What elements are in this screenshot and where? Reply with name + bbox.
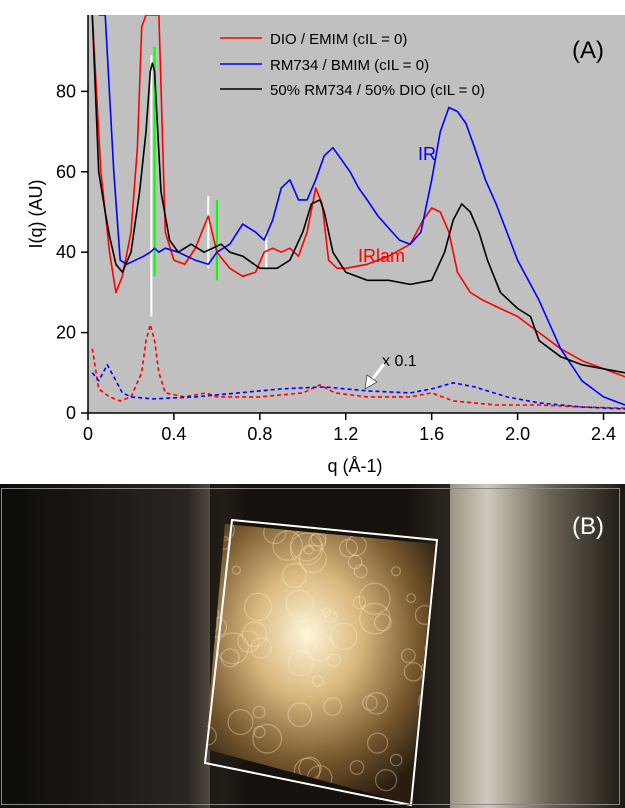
x-tick-label-1: 0.4 (161, 424, 186, 444)
legend-label-dio: DIO / EMIM (cIL = 0) (270, 31, 407, 48)
texture-blob (311, 675, 324, 688)
series-line-2 (91, 15, 625, 374)
panel-label-b: (B) (572, 513, 604, 540)
annotation-arrow (364, 363, 386, 390)
y-tick-label-3: 60 (56, 162, 76, 182)
texture-blob (327, 653, 341, 668)
texture-blob (287, 702, 313, 728)
texture-blob (353, 564, 368, 579)
x-tick-label-2: 0.8 (247, 424, 272, 444)
texture-blob (300, 639, 317, 655)
texture-blob (362, 695, 378, 711)
panel-label-a: (A) (572, 37, 604, 64)
texture-blob (308, 533, 327, 551)
axes (87, 15, 625, 414)
texture-blob (375, 769, 398, 792)
x-tick-label-5: 2.0 (505, 424, 530, 444)
texture-blob (349, 760, 365, 775)
y-tick-label-4: 80 (56, 81, 76, 101)
sample-outline (203, 518, 439, 807)
texture-blob (263, 524, 287, 545)
texture-blob (241, 621, 268, 647)
texture-blob (323, 697, 342, 716)
texture-blob (389, 753, 403, 767)
texture-blob (282, 562, 308, 588)
x-tick-label-3: 1.2 (333, 424, 358, 444)
texture-blob (243, 592, 273, 622)
texture-blob (365, 692, 389, 715)
texture-blob (367, 732, 389, 754)
x-tick-label-0: 0 (83, 424, 93, 444)
texture-blob (252, 723, 283, 754)
texture-blob (359, 602, 391, 635)
y-tick-label-0: 0 (66, 403, 76, 423)
texture-blob (253, 725, 266, 739)
texture-blob (272, 530, 303, 561)
series-line-4 (91, 363, 625, 410)
texture-blob (220, 648, 240, 668)
legend: DIO / EMIM (cIL = 0) RM734 / BMIM (cIL =… (220, 31, 485, 99)
texture-blob (400, 648, 416, 664)
microscope-image: (B) (0, 484, 625, 808)
y-tick-label-1: 20 (56, 323, 76, 343)
texture-blob (290, 532, 324, 566)
texture-blob (330, 622, 358, 651)
texture-blob (298, 544, 327, 574)
series-layer (91, 15, 625, 410)
x-tick-label-4: 1.6 (419, 424, 444, 444)
texture-blob (358, 582, 391, 615)
plot-background (88, 15, 625, 413)
chart-panel-a: 0 0.4 0.8 1.2 1.6 2.0 2.4 0 20 40 60 80 (A) DIO / … (26, 15, 625, 476)
texture-blob (403, 662, 424, 682)
annotation-irlam: IRlam (358, 246, 405, 266)
annotation-ir: IR (418, 144, 436, 164)
texture-blob (237, 630, 260, 653)
texture-blob (321, 607, 332, 618)
texture-blob (352, 595, 367, 610)
texture-blob (339, 538, 358, 558)
series-line-1 (98, 15, 625, 406)
texture-blob (295, 618, 318, 641)
x-ticks: 0 0.4 0.8 1.2 1.6 2.0 2.4 (83, 413, 616, 444)
texture-blob (406, 593, 417, 603)
x-tick-label-6: 2.4 (591, 424, 616, 444)
texture-blob (250, 637, 272, 659)
texture-blob (303, 544, 314, 555)
texture-blob (227, 709, 254, 736)
texture-blob (324, 610, 338, 623)
texture-blob (252, 705, 266, 719)
texture-blob (304, 632, 334, 662)
texture-blob (287, 650, 314, 677)
annotation-scale: x 0.1 (382, 353, 417, 370)
legend-label-mix: 50% RM734 / 50% DIO (cIL = 0) (270, 82, 485, 99)
texture-blob (391, 566, 402, 577)
texture-blob (347, 554, 363, 570)
y-axis-label: I(q) (AU) (26, 180, 46, 249)
series-line-0 (91, 15, 625, 378)
y-tick-label-2: 40 (56, 242, 76, 262)
texture-blob (373, 613, 392, 632)
texture-blob (231, 565, 241, 575)
x-axis-label: q (Å-1) (327, 456, 382, 476)
legend-label-rm734: RM734 / BMIM (cIL = 0) (270, 57, 429, 74)
y-ticks: 0 20 40 60 80 (56, 81, 88, 423)
texture-blob (285, 589, 314, 618)
